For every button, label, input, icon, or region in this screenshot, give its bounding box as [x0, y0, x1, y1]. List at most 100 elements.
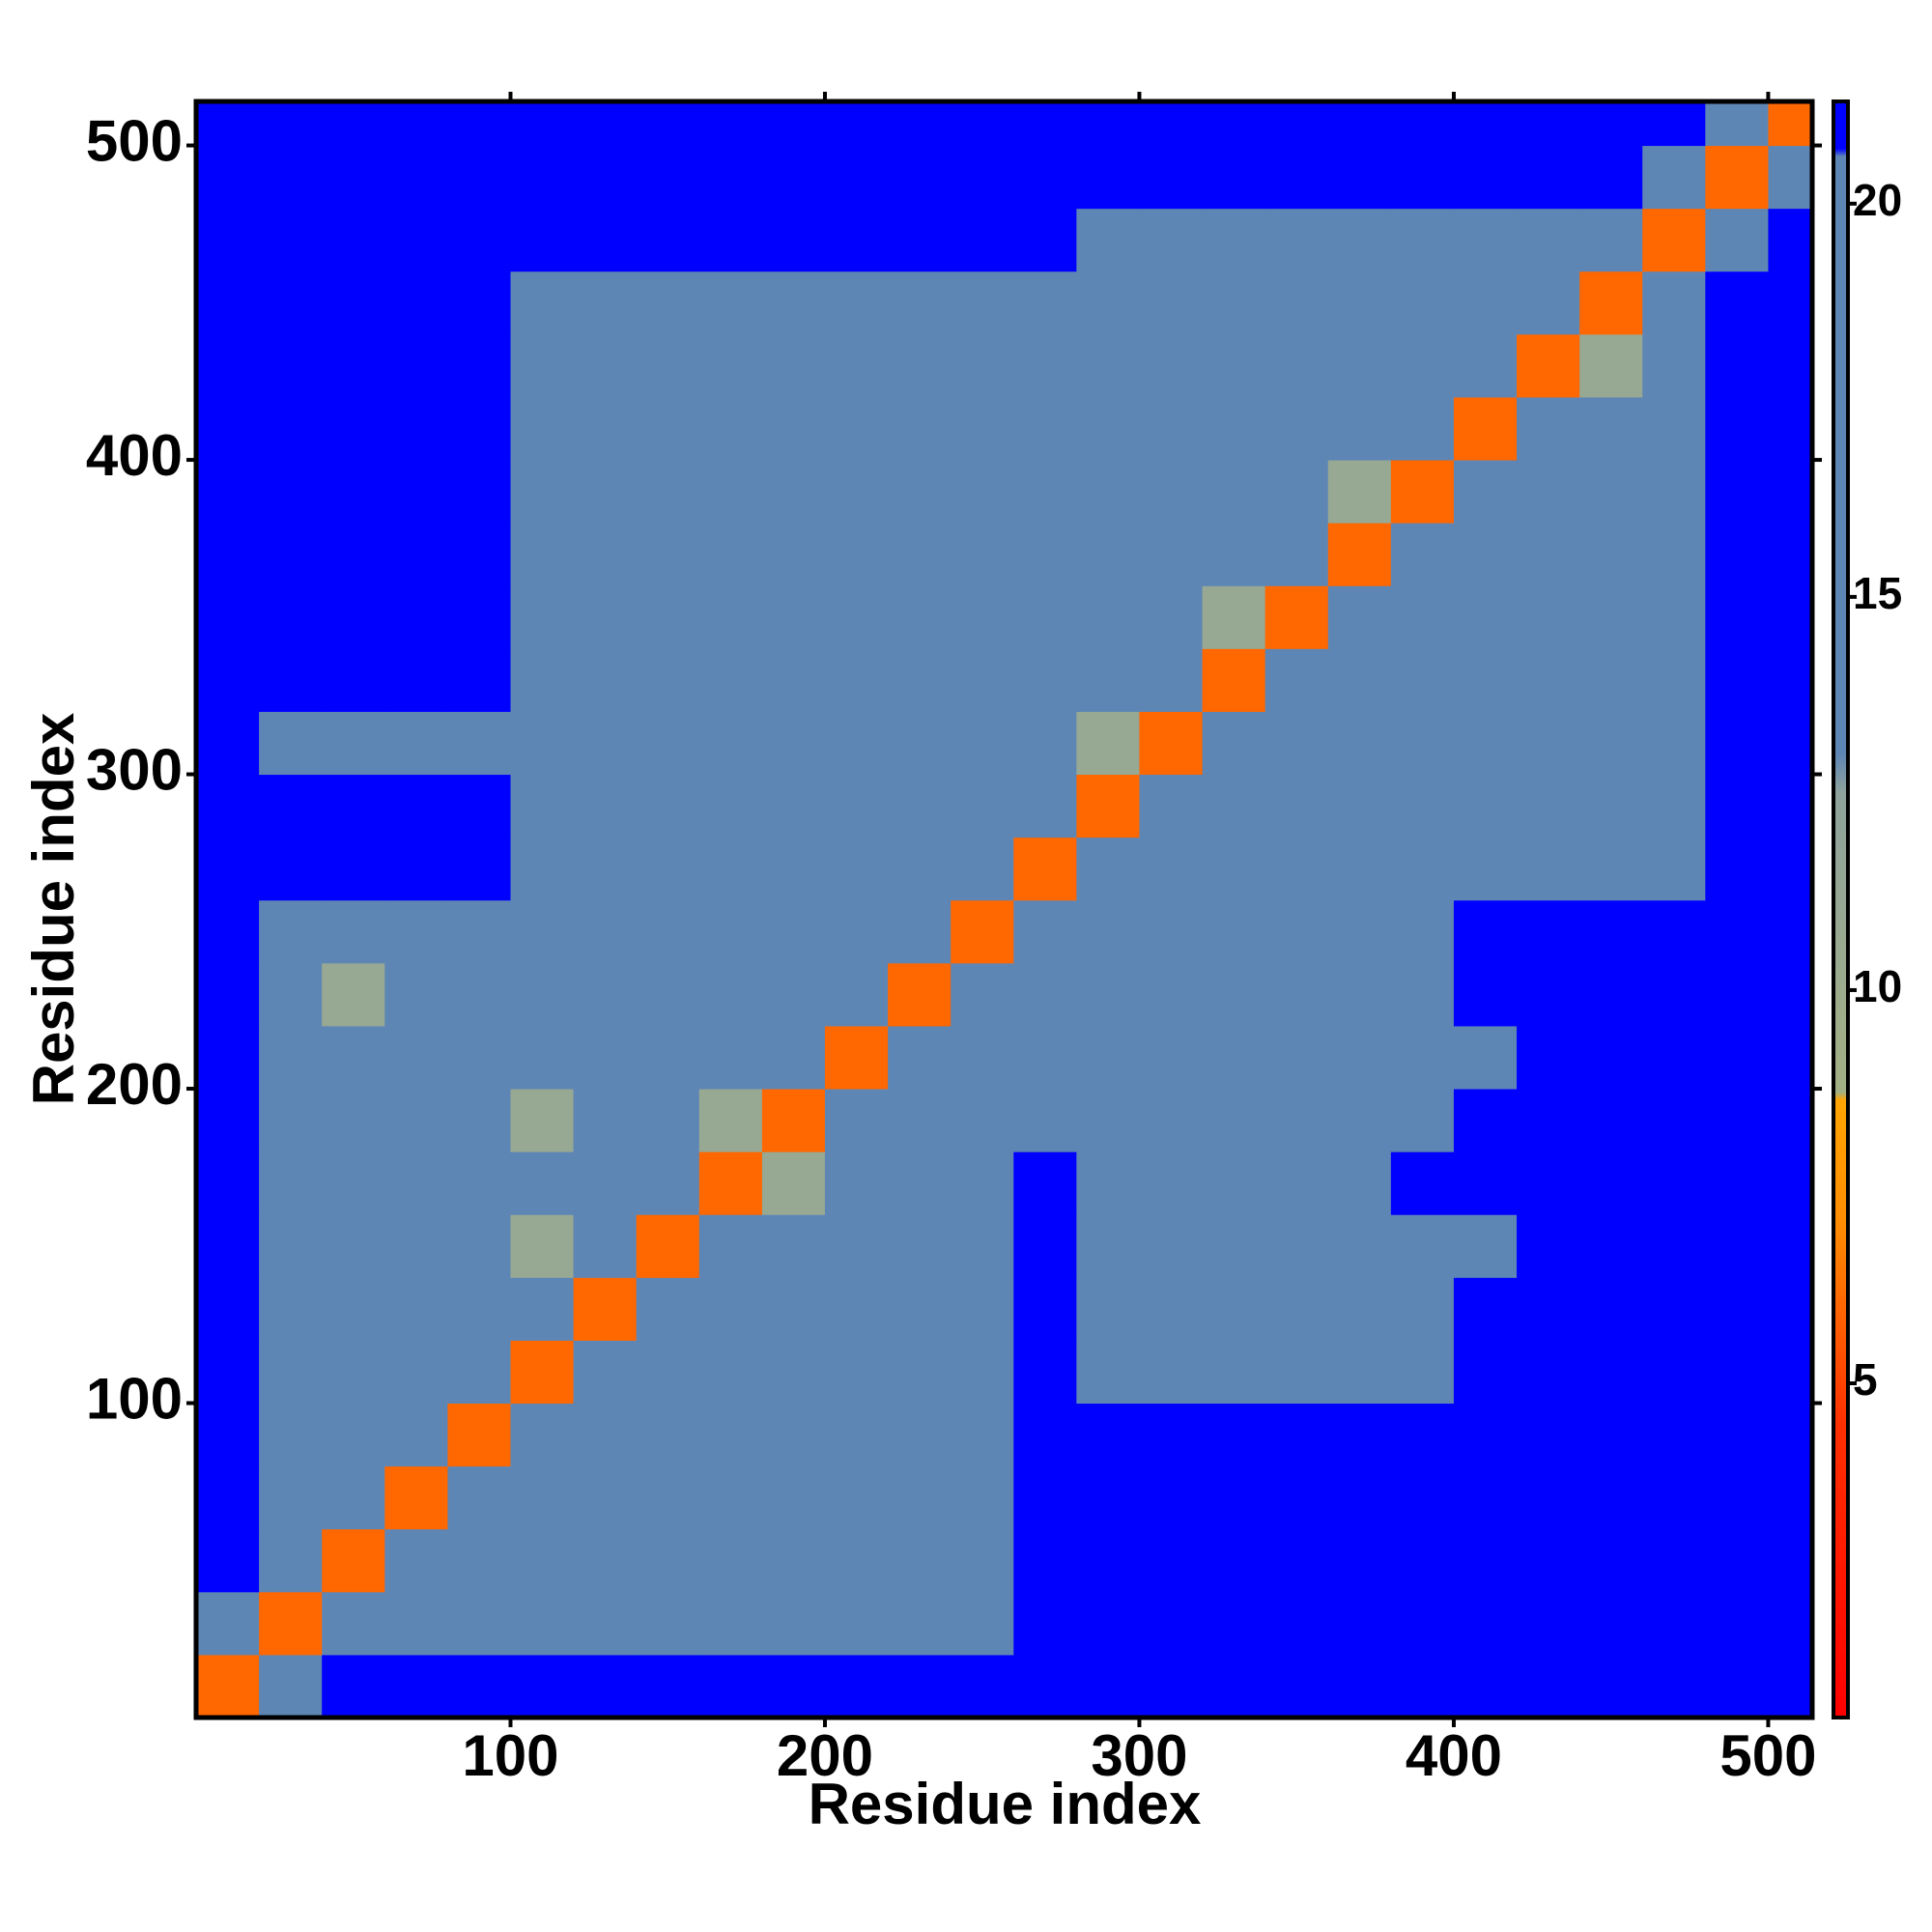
heatmap-cell — [510, 1465, 575, 1530]
heatmap-cell — [1327, 101, 1392, 147]
heatmap-cell — [384, 523, 448, 586]
heatmap-cell — [1076, 1465, 1140, 1530]
heatmap-cell — [259, 899, 323, 964]
heatmap-cell — [1453, 1528, 1518, 1593]
heatmap-cell — [259, 711, 323, 776]
heatmap-cell — [636, 145, 700, 210]
heatmap-cell — [573, 648, 638, 712]
heatmap-cell — [1453, 460, 1518, 524]
heatmap-cell — [951, 1465, 1014, 1530]
heatmap-cell — [1076, 1528, 1140, 1593]
heatmap-cell — [447, 1214, 511, 1278]
heatmap-cell — [951, 962, 1014, 1027]
heatmap-cell — [1013, 711, 1077, 776]
heatmap-cell — [1579, 145, 1643, 210]
heatmap-cell — [1517, 774, 1580, 838]
heatmap-cell — [1264, 1654, 1329, 1719]
heatmap-cell — [1013, 333, 1077, 398]
heatmap-cell — [824, 837, 889, 901]
heatmap-cell — [1390, 1591, 1455, 1656]
heatmap-cell — [196, 837, 260, 901]
heatmap-cell — [1768, 208, 1813, 272]
heatmap-cell — [384, 648, 448, 712]
heatmap-cell — [1076, 101, 1140, 147]
heatmap-cell — [259, 1654, 323, 1719]
heatmap-cell — [1202, 837, 1266, 901]
heatmap-cell — [196, 711, 260, 776]
heatmap-cell — [636, 460, 700, 524]
heatmap-cell — [1327, 1528, 1392, 1593]
heatmap-cell — [951, 1403, 1014, 1467]
heatmap-cell — [1768, 396, 1813, 461]
heatmap-cell — [1517, 1025, 1580, 1090]
heatmap-cell — [447, 1403, 511, 1467]
heatmap-cell — [510, 711, 575, 776]
heatmap-cell — [951, 145, 1014, 210]
heatmap-cell — [1390, 396, 1455, 461]
heatmap-cell — [322, 1025, 385, 1090]
x-tick-label: 300 — [1091, 1723, 1187, 1788]
heatmap-cell — [636, 1151, 700, 1215]
heatmap-cell — [1390, 333, 1455, 398]
heatmap-cell — [1768, 1151, 1813, 1215]
heatmap-cell — [1453, 1340, 1518, 1405]
heatmap-cell — [1642, 1465, 1706, 1530]
heatmap-cell — [1705, 1403, 1769, 1467]
heatmap-cell — [636, 962, 700, 1027]
heatmap-cell — [698, 101, 763, 147]
heatmap-cell — [761, 396, 826, 461]
heatmap-cell — [1264, 1025, 1329, 1090]
heatmap-cell — [761, 333, 826, 398]
heatmap-cell — [1768, 523, 1813, 586]
heatmap-cell — [1327, 899, 1392, 964]
heatmap-cell — [1453, 1465, 1518, 1530]
heatmap-cell — [1705, 711, 1769, 776]
heatmap-cell — [1705, 101, 1769, 147]
heatmap-cell — [1139, 837, 1204, 901]
heatmap-cell — [1390, 1151, 1455, 1215]
heatmap-cell — [447, 101, 511, 147]
heatmap-cell — [636, 1025, 700, 1090]
heatmap-cell — [1390, 1025, 1455, 1090]
heatmap-cell — [1013, 774, 1077, 838]
heatmap-cell — [573, 1528, 638, 1593]
heatmap-cell — [1768, 1654, 1813, 1719]
y-axis-title: Residue index — [21, 713, 86, 1106]
heatmap-cell — [1517, 585, 1580, 649]
heatmap-cell — [510, 1151, 575, 1215]
heatmap-cell — [1768, 585, 1813, 649]
x-tick-label: 400 — [1406, 1723, 1502, 1788]
heatmap-cell — [761, 1340, 826, 1405]
heatmap-cell — [1390, 962, 1455, 1027]
heatmap-cell — [1453, 648, 1518, 712]
heatmap-cell — [698, 1214, 763, 1278]
heatmap-cell — [1517, 1151, 1580, 1215]
heatmap-cell — [384, 460, 448, 524]
heatmap-cell — [196, 1654, 260, 1719]
heatmap-cell — [196, 1277, 260, 1341]
heatmap-cell — [1517, 899, 1580, 964]
heatmap-cell — [1390, 145, 1455, 210]
heatmap-cell — [761, 1151, 826, 1215]
heatmap-cell — [322, 333, 385, 398]
heatmap-cell — [510, 1340, 575, 1405]
heatmap-cell — [447, 1277, 511, 1341]
heatmap-cell — [888, 648, 952, 712]
heatmap-cell — [447, 1151, 511, 1215]
heatmap-cell — [1579, 1214, 1643, 1278]
heatmap-cell — [196, 208, 260, 272]
heatmap-cell — [573, 1214, 638, 1278]
heatmap-cell — [888, 333, 952, 398]
heatmap-cell — [1139, 899, 1204, 964]
heatmap-cell — [1139, 1340, 1204, 1405]
heatmap-cell — [1453, 585, 1518, 649]
heatmap-cell — [1390, 585, 1455, 649]
colorbar-tick-label: 15 — [1853, 568, 1902, 618]
heatmap-cell — [384, 774, 448, 838]
heatmap-cell — [1579, 1591, 1643, 1656]
heatmap-cell — [698, 837, 763, 901]
heatmap-cell — [1264, 899, 1329, 964]
heatmap-cell — [1264, 648, 1329, 712]
heatmap-cell — [196, 1089, 260, 1152]
heatmap-cell — [1642, 1340, 1706, 1405]
